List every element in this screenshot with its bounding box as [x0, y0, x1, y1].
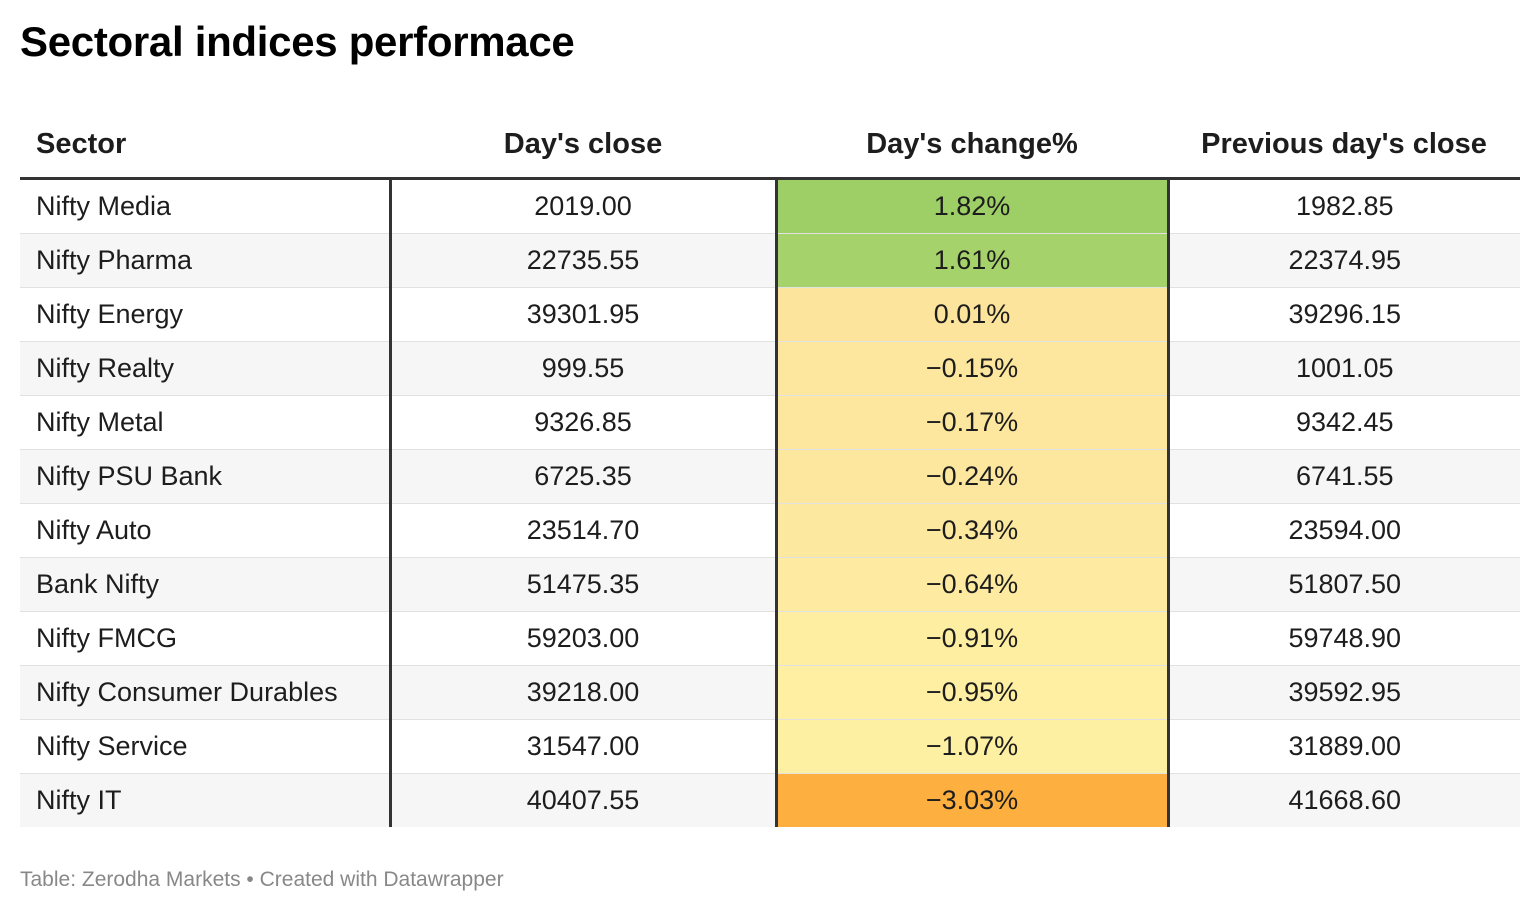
cell-days-change: −0.34% — [776, 503, 1170, 558]
cell-days-change: −0.17% — [776, 395, 1170, 450]
cell-days-close: 31547.00 — [390, 719, 778, 774]
table-row: Nifty Metal 9326.85 −0.17% 9342.45 — [20, 395, 1520, 450]
cell-sector: Nifty Auto — [20, 503, 392, 558]
cell-sector: Nifty Consumer Durables — [20, 665, 392, 720]
cell-sector: Nifty Media — [20, 178, 392, 234]
table-row: Nifty Realty 999.55 −0.15% 1001.05 — [20, 341, 1520, 396]
cell-days-close: 2019.00 — [390, 178, 778, 234]
cell-previous-close: 23594.00 — [1168, 503, 1520, 558]
sector-table: Sector Day's close Day's change% Previou… — [20, 111, 1520, 827]
cell-sector: Nifty Realty — [20, 341, 392, 396]
cell-sector: Nifty Metal — [20, 395, 392, 450]
cell-previous-close: 1982.85 — [1168, 178, 1520, 234]
column-header-days-change[interactable]: Day's change% — [776, 111, 1168, 180]
table-row: Nifty IT 40407.55 −3.03% 41668.60 — [20, 773, 1520, 827]
cell-days-change: −3.03% — [776, 773, 1170, 827]
cell-days-change: −0.24% — [776, 449, 1170, 504]
table-row: Nifty Service 31547.00 −1.07% 31889.00 — [20, 719, 1520, 774]
cell-sector: Nifty Energy — [20, 287, 392, 342]
cell-days-change: −0.91% — [776, 611, 1170, 666]
cell-days-change: 1.61% — [776, 233, 1170, 288]
table-row: Bank Nifty 51475.35 −0.64% 51807.50 — [20, 557, 1520, 612]
column-header-sector[interactable]: Sector — [20, 111, 390, 180]
column-header-days-close[interactable]: Day's close — [390, 111, 776, 180]
cell-sector: Bank Nifty — [20, 557, 392, 612]
table-row: Nifty Media 2019.00 1.82% 1982.85 — [20, 178, 1520, 234]
table-row: Nifty PSU Bank 6725.35 −0.24% 6741.55 — [20, 449, 1520, 504]
table-row: Nifty Consumer Durables 39218.00 −0.95% 395… — [20, 665, 1520, 720]
cell-days-close: 6725.35 — [390, 449, 778, 504]
cell-sector: Nifty IT — [20, 773, 392, 827]
cell-days-change: −1.07% — [776, 719, 1170, 774]
cell-days-close: 40407.55 — [390, 773, 778, 827]
cell-sector: Nifty Service — [20, 719, 392, 774]
cell-days-close: 999.55 — [390, 341, 778, 396]
cell-days-close: 39218.00 — [390, 665, 778, 720]
table-header-row: Sector Day's close Day's change% Previou… — [20, 111, 1520, 180]
cell-previous-close: 6741.55 — [1168, 449, 1520, 504]
cell-previous-close: 22374.95 — [1168, 233, 1520, 288]
column-header-previous-close[interactable]: Previous day's close — [1168, 111, 1520, 180]
table-row: Nifty Auto 23514.70 −0.34% 23594.00 — [20, 503, 1520, 558]
cell-previous-close: 51807.50 — [1168, 557, 1520, 612]
source-footer: Table: Zerodha Markets • Created with Da… — [20, 868, 504, 891]
cell-previous-close: 41668.60 — [1168, 773, 1520, 827]
cell-previous-close: 39592.95 — [1168, 665, 1520, 720]
cell-days-close: 59203.00 — [390, 611, 778, 666]
cell-days-change: 0.01% — [776, 287, 1170, 342]
cell-days-close: 9326.85 — [390, 395, 778, 450]
cell-days-change: −0.95% — [776, 665, 1170, 720]
cell-days-change: −0.64% — [776, 557, 1170, 612]
cell-sector: Nifty PSU Bank — [20, 449, 392, 504]
table-row: Nifty Pharma 22735.55 1.61% 22374.95 — [20, 233, 1520, 288]
chart-title: Sectoral indices performace — [20, 18, 575, 65]
cell-previous-close: 59748.90 — [1168, 611, 1520, 666]
cell-previous-close: 9342.45 — [1168, 395, 1520, 450]
cell-previous-close: 31889.00 — [1168, 719, 1520, 774]
cell-days-change: 1.82% — [776, 178, 1170, 234]
table-row: Nifty FMCG 59203.00 −0.91% 59748.90 — [20, 611, 1520, 666]
cell-sector: Nifty Pharma — [20, 233, 392, 288]
cell-days-close: 51475.35 — [390, 557, 778, 612]
cell-previous-close: 1001.05 — [1168, 341, 1520, 396]
table-row: Nifty Energy 39301.95 0.01% 39296.15 — [20, 287, 1520, 342]
cell-previous-close: 39296.15 — [1168, 287, 1520, 342]
cell-days-change: −0.15% — [776, 341, 1170, 396]
table-body: Nifty Media 2019.00 1.82% 1982.85 Nifty Phar… — [20, 178, 1520, 827]
cell-days-close: 22735.55 — [390, 233, 778, 288]
cell-days-close: 23514.70 — [390, 503, 778, 558]
cell-sector: Nifty FMCG — [20, 611, 392, 666]
cell-days-close: 39301.95 — [390, 287, 778, 342]
